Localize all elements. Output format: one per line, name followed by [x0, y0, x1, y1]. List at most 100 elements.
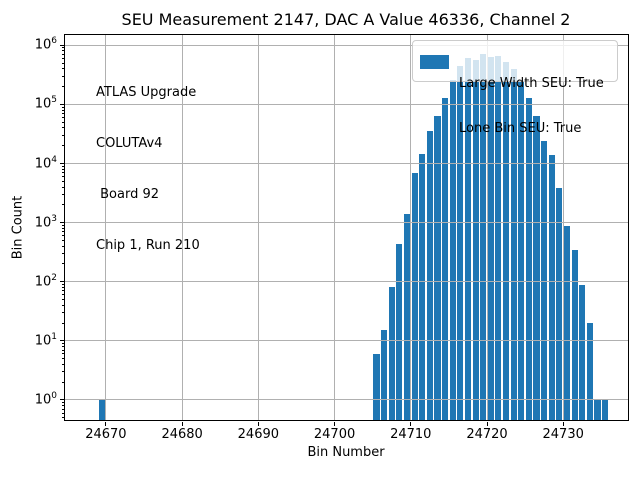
- x-tick-label: 24730: [542, 427, 584, 442]
- histogram-bar: [381, 330, 388, 421]
- y-minor-tick: [61, 68, 64, 70]
- y-minor-tick: [61, 127, 64, 129]
- x-tick: [334, 421, 336, 426]
- y-minor-tick: [61, 134, 64, 136]
- y-minor-tick: [61, 168, 64, 170]
- histogram-bar: [403, 213, 411, 421]
- x-tick-label: 24700: [313, 427, 356, 442]
- x-tick-label: 24680: [161, 427, 203, 442]
- y-minor-tick: [61, 299, 64, 301]
- histogram-bar: [99, 399, 106, 421]
- y-minor-tick: [61, 172, 64, 174]
- x-gridline: [257, 34, 259, 421]
- histogram-bar: [586, 323, 593, 421]
- histogram-bar: [510, 68, 517, 421]
- y-gridline: [64, 399, 628, 401]
- histogram-bar: [495, 55, 502, 421]
- y-gridline: [64, 103, 628, 105]
- chart-title: SEU Measurement 2147, DAC A Value 46336,…: [121, 10, 571, 29]
- x-tick: [181, 421, 183, 426]
- y-minor-tick: [61, 145, 64, 147]
- y-tick-label: 106: [34, 36, 57, 53]
- histogram-bar: [548, 154, 555, 421]
- histogram-bar: [579, 285, 586, 421]
- x-gridline: [562, 34, 564, 421]
- y-tick-label: 103: [34, 213, 57, 230]
- y-minor-tick: [61, 231, 64, 233]
- x-tick: [105, 421, 107, 426]
- x-tick-label: 24690: [237, 427, 280, 442]
- x-gridline: [181, 34, 183, 421]
- y-gridline: [64, 163, 628, 164]
- y-minor-tick: [61, 62, 64, 64]
- y-minor-tick: [61, 290, 64, 292]
- y-minor-tick: [61, 224, 64, 226]
- y-tick: [60, 340, 64, 342]
- y-minor-tick: [61, 286, 64, 288]
- histogram-bar: [480, 54, 487, 421]
- y-minor-tick: [61, 186, 64, 188]
- y-gridline: [64, 340, 628, 342]
- y-minor-tick: [61, 86, 64, 88]
- legend-swatch-icon: [420, 55, 449, 69]
- y-minor-tick: [61, 349, 64, 351]
- y-tick: [60, 222, 64, 224]
- histogram-bar: [594, 399, 601, 421]
- y-tick-label: 102: [34, 272, 57, 290]
- x-tick: [410, 421, 412, 426]
- y-minor-tick: [61, 106, 64, 108]
- histogram-bar: [373, 353, 380, 421]
- annotation-line: COLUTAv4: [96, 136, 163, 151]
- x-tick: [486, 421, 488, 426]
- y-minor-tick: [61, 47, 64, 49]
- y-tick-label: 100: [34, 390, 57, 408]
- histogram-bar: [518, 80, 525, 421]
- y-tick-label: 105: [34, 95, 57, 112]
- annotation-line: ATLAS Upgrade: [96, 85, 197, 100]
- histogram-bar: [533, 115, 540, 421]
- y-gridline: [64, 281, 628, 283]
- y-minor-tick: [61, 50, 64, 52]
- histogram-bar: [503, 62, 510, 421]
- histogram-bar: [419, 153, 426, 421]
- histogram-bar: [396, 244, 403, 421]
- y-minor-tick: [61, 176, 64, 178]
- y-minor-tick: [61, 193, 64, 195]
- y-tick-label: 101: [34, 331, 57, 349]
- y-minor-tick: [61, 294, 64, 296]
- y-gridline: [64, 222, 628, 224]
- y-tick: [60, 281, 64, 283]
- x-tick: [257, 421, 259, 426]
- histogram-bar: [442, 97, 449, 421]
- y-minor-tick: [61, 283, 64, 285]
- y-minor-tick: [61, 405, 64, 407]
- y-minor-tick: [61, 322, 64, 324]
- annotation-line: Chip 1, Run 210: [96, 238, 200, 253]
- histogram-bar: [472, 60, 479, 421]
- y-minor-tick: [61, 180, 64, 182]
- y-minor-tick: [61, 417, 64, 419]
- histogram-bar: [411, 173, 418, 421]
- y-minor-tick: [61, 253, 64, 255]
- histogram-bar: [449, 79, 456, 421]
- y-minor-tick: [61, 381, 64, 383]
- y-minor-tick: [61, 109, 64, 111]
- legend: Large Width SEU: True Lone Bin SEU: True: [412, 40, 618, 136]
- y-minor-tick: [61, 53, 64, 55]
- y-minor-tick: [61, 363, 64, 365]
- plot-annotation: ATLAS Upgrade COLUTAv4 Board 92 Chip 1, …: [96, 50, 200, 288]
- y-minor-tick: [61, 408, 64, 410]
- y-minor-tick: [61, 121, 64, 123]
- legend-text: Large Width SEU: True Lone Bin SEU: True: [459, 46, 604, 166]
- y-minor-tick: [61, 75, 64, 77]
- y-minor-tick: [61, 113, 64, 115]
- y-tick: [60, 163, 64, 164]
- x-gridline: [105, 34, 107, 421]
- y-minor-tick: [61, 358, 64, 360]
- histogram-bar: [602, 399, 609, 421]
- histogram-bar: [388, 287, 395, 421]
- y-minor-tick: [61, 116, 64, 118]
- y-minor-tick: [61, 402, 64, 404]
- legend-label-line: Large Width SEU: True: [459, 76, 604, 91]
